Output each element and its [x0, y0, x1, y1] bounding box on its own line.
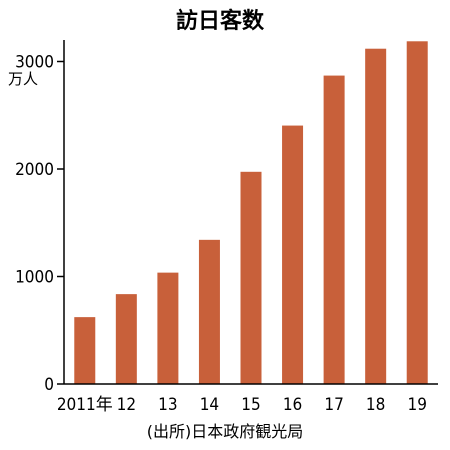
bar [406, 41, 428, 384]
bar [365, 48, 387, 385]
bar [198, 239, 220, 384]
y-tick-label: 3000 [15, 53, 54, 73]
source-note: (出所)日本政府観光局 [147, 422, 304, 441]
y-tick-label: 1000 [15, 268, 54, 288]
y-tick-label: 0 [44, 375, 54, 395]
x-tick-label: 17 [324, 395, 343, 415]
bar [115, 294, 137, 384]
y-axis-unit: 万人 [8, 70, 38, 88]
x-tick-label: 15 [241, 395, 260, 415]
chart-title: 訪日客数 [176, 8, 265, 34]
x-axis-labels: 2011年 12 13 14 15 16 17 18 19 [57, 395, 427, 415]
x-tick-label: 2011年 [57, 395, 113, 415]
bar [157, 272, 179, 384]
x-tick-label: 16 [283, 395, 302, 415]
bar [282, 125, 304, 384]
x-tick-label: 12 [117, 395, 136, 415]
y-tick-label: 2000 [15, 160, 54, 180]
y-axis: 0 1000 2000 3000 [15, 53, 64, 395]
x-tick-label: 19 [407, 395, 426, 415]
x-tick-label: 18 [366, 395, 385, 415]
bar [240, 171, 262, 384]
bar [74, 317, 96, 384]
x-tick-label: 14 [200, 395, 219, 415]
x-tick-label: 13 [158, 395, 177, 415]
bar [323, 75, 345, 384]
bars [74, 41, 428, 385]
